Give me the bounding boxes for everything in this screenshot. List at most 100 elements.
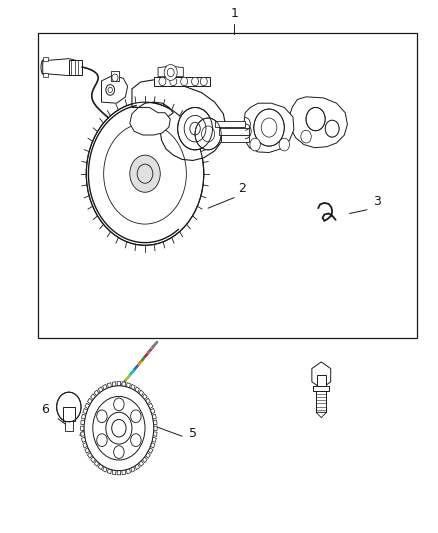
Polygon shape <box>135 464 140 470</box>
Polygon shape <box>98 464 103 470</box>
Polygon shape <box>94 461 99 466</box>
Polygon shape <box>215 120 245 127</box>
Polygon shape <box>150 442 155 448</box>
Polygon shape <box>219 127 250 135</box>
Circle shape <box>114 398 124 411</box>
Polygon shape <box>81 432 85 437</box>
Polygon shape <box>91 394 95 400</box>
Circle shape <box>159 77 166 86</box>
Polygon shape <box>102 384 107 390</box>
Polygon shape <box>289 97 347 148</box>
Polygon shape <box>112 382 116 386</box>
Polygon shape <box>142 457 147 463</box>
Polygon shape <box>81 420 85 425</box>
Circle shape <box>131 434 141 447</box>
Polygon shape <box>243 103 294 152</box>
Polygon shape <box>153 432 157 437</box>
Polygon shape <box>94 390 99 396</box>
Polygon shape <box>126 469 131 474</box>
Circle shape <box>130 155 160 192</box>
Polygon shape <box>316 389 326 413</box>
Polygon shape <box>83 442 87 448</box>
Circle shape <box>191 77 198 86</box>
Circle shape <box>131 410 141 423</box>
Polygon shape <box>117 382 120 386</box>
Circle shape <box>250 138 260 151</box>
Polygon shape <box>314 386 329 391</box>
Polygon shape <box>316 413 326 418</box>
Polygon shape <box>43 59 78 76</box>
Polygon shape <box>152 437 156 442</box>
Circle shape <box>254 109 284 146</box>
Polygon shape <box>142 394 147 400</box>
Circle shape <box>97 434 107 447</box>
Polygon shape <box>130 108 170 135</box>
Polygon shape <box>69 60 82 75</box>
Polygon shape <box>135 387 140 392</box>
Polygon shape <box>43 56 48 61</box>
Circle shape <box>106 85 115 95</box>
Text: 6: 6 <box>41 403 49 416</box>
Polygon shape <box>312 362 331 389</box>
Polygon shape <box>154 77 210 86</box>
Circle shape <box>114 446 124 458</box>
Circle shape <box>97 410 107 423</box>
Text: 5: 5 <box>188 427 197 440</box>
Polygon shape <box>158 66 184 77</box>
Circle shape <box>178 108 212 150</box>
Polygon shape <box>88 398 92 404</box>
Polygon shape <box>145 453 150 458</box>
Polygon shape <box>150 408 155 414</box>
Text: 2: 2 <box>239 182 247 195</box>
Polygon shape <box>112 470 116 475</box>
Polygon shape <box>153 420 157 425</box>
Polygon shape <box>88 453 92 458</box>
Polygon shape <box>148 448 153 454</box>
Polygon shape <box>107 469 111 474</box>
Bar <box>39 33 417 338</box>
Polygon shape <box>132 80 226 160</box>
Circle shape <box>195 118 221 150</box>
Circle shape <box>112 74 118 82</box>
Circle shape <box>200 77 207 86</box>
Polygon shape <box>81 437 86 442</box>
Circle shape <box>164 64 177 80</box>
Polygon shape <box>122 382 126 386</box>
Circle shape <box>57 392 81 422</box>
Polygon shape <box>81 414 86 419</box>
Polygon shape <box>148 403 153 409</box>
Circle shape <box>106 413 132 444</box>
Polygon shape <box>131 384 135 390</box>
Circle shape <box>170 77 177 86</box>
Polygon shape <box>43 74 48 77</box>
Circle shape <box>279 138 290 151</box>
Polygon shape <box>102 76 127 103</box>
Polygon shape <box>117 471 120 475</box>
Text: 3: 3 <box>374 195 381 208</box>
Polygon shape <box>85 403 90 409</box>
Polygon shape <box>102 466 107 472</box>
Polygon shape <box>131 466 135 472</box>
Polygon shape <box>221 135 249 142</box>
Circle shape <box>181 77 187 86</box>
Polygon shape <box>83 408 87 414</box>
Polygon shape <box>145 398 150 404</box>
Polygon shape <box>65 421 73 431</box>
Circle shape <box>84 386 154 471</box>
Polygon shape <box>85 448 90 454</box>
Polygon shape <box>111 71 119 81</box>
Polygon shape <box>317 375 325 389</box>
Circle shape <box>301 130 311 143</box>
Polygon shape <box>139 390 144 396</box>
Polygon shape <box>139 461 144 466</box>
Polygon shape <box>91 457 95 463</box>
Text: 4: 4 <box>318 367 325 381</box>
Text: 1: 1 <box>230 7 238 20</box>
Circle shape <box>325 120 339 137</box>
Polygon shape <box>107 383 111 388</box>
Polygon shape <box>154 426 157 430</box>
Circle shape <box>306 108 325 131</box>
Polygon shape <box>122 470 126 475</box>
Polygon shape <box>152 414 156 419</box>
Polygon shape <box>126 383 131 388</box>
